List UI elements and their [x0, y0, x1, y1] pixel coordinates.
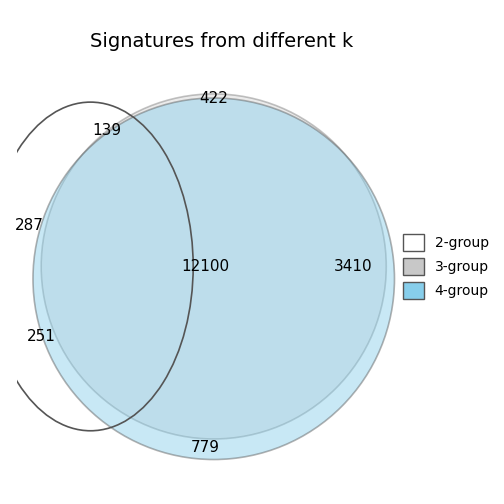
Title: Signatures from different k: Signatures from different k — [90, 32, 354, 51]
Legend: 2-group, 3-group, 4-group: 2-group, 3-group, 4-group — [397, 228, 494, 304]
Text: 139: 139 — [92, 123, 121, 139]
Text: 251: 251 — [27, 329, 55, 344]
Text: 779: 779 — [191, 439, 220, 455]
Ellipse shape — [33, 98, 395, 460]
Text: 287: 287 — [15, 218, 43, 233]
Text: 12100: 12100 — [181, 259, 230, 274]
Text: 422: 422 — [199, 91, 228, 105]
Ellipse shape — [41, 94, 386, 439]
Text: 3410: 3410 — [334, 259, 373, 274]
